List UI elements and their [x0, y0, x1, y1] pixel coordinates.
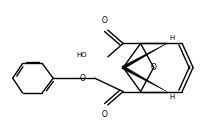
- Text: O: O: [102, 16, 108, 25]
- Text: H: H: [170, 94, 175, 100]
- Text: O: O: [80, 74, 86, 83]
- Text: O: O: [151, 63, 157, 72]
- Polygon shape: [122, 67, 167, 92]
- Text: O: O: [102, 110, 108, 119]
- Text: H: H: [170, 35, 175, 41]
- Polygon shape: [122, 43, 167, 68]
- Text: HO: HO: [76, 53, 87, 58]
